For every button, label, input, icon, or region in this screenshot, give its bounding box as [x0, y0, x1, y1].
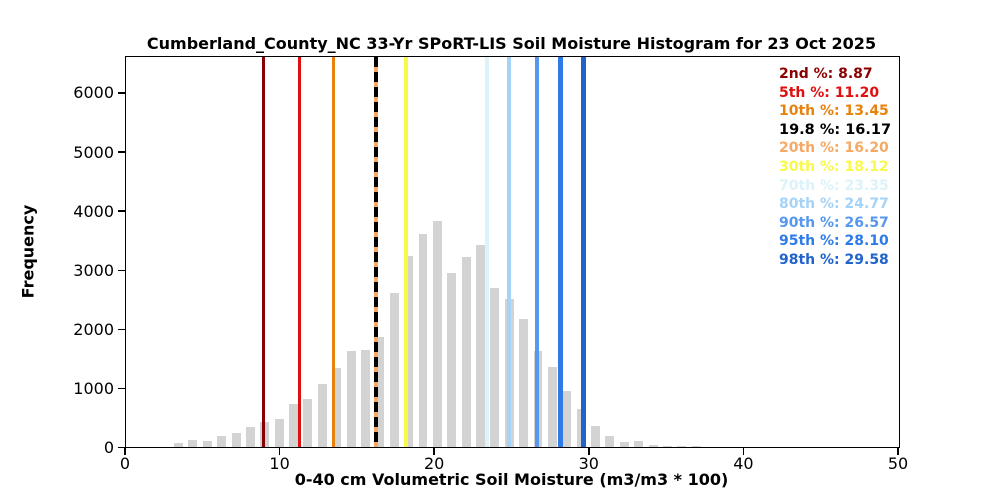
legend-entry: 30th %: 18.12: [779, 158, 889, 175]
histogram-bar: [461, 257, 471, 447]
histogram-bar: [332, 368, 342, 447]
histogram-bar: [677, 445, 687, 447]
legend-entry: 98th %: 29.58: [779, 251, 889, 268]
y-tick-label: 0: [103, 438, 114, 457]
percentile-line: [332, 57, 336, 447]
histogram-bar: [404, 255, 414, 447]
x-tick-label: 10: [269, 454, 290, 473]
histogram-bar: [634, 441, 644, 447]
histogram-bar: [346, 350, 356, 447]
histogram-bar: [591, 426, 600, 447]
histogram-bar: [289, 404, 299, 447]
x-tick-mark: [742, 447, 745, 455]
legend-entry: 90th %: 26.57: [779, 214, 889, 231]
x-tick-mark: [897, 447, 899, 455]
legend-entry: 70th %: 23.35: [779, 177, 889, 194]
y-tick-mark: [118, 151, 125, 153]
histogram-bar: [476, 244, 485, 447]
histogram-bar: [691, 446, 701, 447]
histogram-bar: [648, 444, 658, 447]
legend-entry: 19.8 %: 16.17: [779, 121, 892, 138]
histogram-bar: [317, 384, 327, 447]
histogram-bar: [303, 399, 313, 447]
histogram-bar: [519, 319, 529, 447]
x-tick-label: 20: [424, 454, 445, 473]
percentile-line: [558, 57, 563, 447]
percentile-line: [261, 57, 265, 447]
legend-entry: 5th %: 11.20: [779, 84, 880, 101]
x-tick-label: 50: [887, 454, 909, 473]
percentile-line: [484, 57, 490, 447]
histogram-bar: [202, 441, 212, 447]
chart-title: Cumberland_County_NC 33-Yr SPoRT-LIS Soi…: [146, 34, 877, 53]
y-tick-label: 4000: [73, 201, 114, 221]
legend-entry: 2nd %: 8.87: [779, 66, 873, 82]
x-tick-label: 40: [733, 454, 754, 473]
y-tick-mark: [118, 92, 125, 94]
y-tick-label: 5000: [73, 142, 114, 162]
histogram-bar: [432, 221, 442, 447]
current-value-line: [374, 57, 378, 447]
x-axis-label: 0-40 cm Volumetric Soil Moisture (m3/m3 …: [294, 470, 729, 489]
histogram-bar: [360, 349, 370, 447]
y-tick-label: 6000: [73, 83, 114, 103]
x-tick-label: 30: [578, 454, 599, 473]
histogram-bar: [375, 337, 385, 447]
y-tick-mark: [118, 328, 125, 331]
histogram-bar: [389, 292, 399, 447]
histogram-bar: [418, 234, 428, 447]
y-tick-mark: [118, 269, 125, 272]
histogram-bar: [662, 445, 672, 447]
legend-entry: 95th %: 28.10: [779, 233, 889, 250]
percentile-line: [581, 57, 586, 447]
percentile-line: [506, 57, 512, 447]
legend-entry: 80th %: 24.77: [779, 196, 889, 213]
y-tick-label: 2000: [73, 319, 114, 339]
histogram-bar: [447, 272, 457, 447]
y-tick-label: 3000: [73, 260, 114, 280]
percentile-line: [403, 57, 409, 447]
y-tick-label: 1000: [73, 378, 114, 398]
x-tick-label: 0: [119, 454, 131, 473]
histogram-bar: [619, 441, 629, 447]
x-tick-mark: [588, 447, 590, 455]
legend-entry: 10th %: 13.45: [779, 103, 889, 120]
histogram-bar: [231, 432, 241, 447]
legend: 2nd %: 8.87 5th %: 11.20 10th %: 13.45 19.8…: [779, 65, 891, 270]
x-tick-mark: [433, 447, 435, 455]
y-tick-mark: [118, 387, 125, 390]
histogram-bar: [245, 426, 255, 447]
y-tick-mark: [118, 446, 125, 449]
histogram-bar: [547, 367, 557, 447]
histogram-bar: [562, 391, 572, 447]
percentile-line: [297, 57, 301, 447]
histogram-bar: [174, 443, 184, 447]
y-tick-mark: [118, 210, 125, 213]
legend-entry: 20th %: 16.20: [779, 140, 889, 157]
x-tick-mark: [278, 447, 281, 455]
x-tick-mark: [124, 447, 126, 455]
histogram-bar: [490, 288, 500, 447]
histogram-bar: [217, 436, 227, 447]
histogram-bar: [274, 419, 284, 447]
percentile-line: [534, 57, 540, 447]
plot-area: 2nd %: 8.87 5th %: 11.20 10th %: 13.45 19.8…: [125, 56, 900, 448]
histogram-bar: [605, 435, 615, 447]
histogram-bar: [260, 421, 270, 447]
histogram-bar: [188, 439, 198, 447]
y-axis-label: Frequency: [18, 204, 38, 299]
